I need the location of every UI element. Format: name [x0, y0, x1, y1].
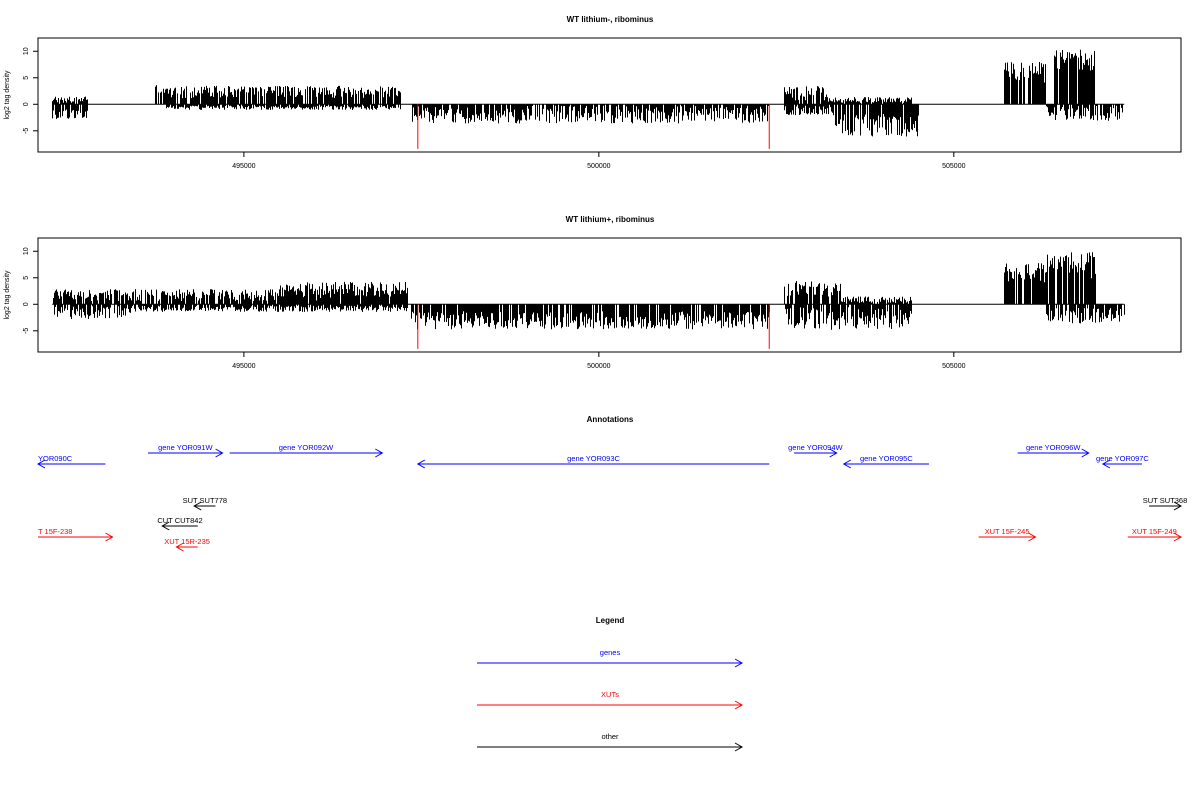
feature-arrow: [1101, 459, 1142, 469]
feature-arrow: [38, 532, 114, 542]
feature-label: XUT 15F-245: [985, 527, 1030, 536]
feature-arrow: [1149, 501, 1183, 511]
feature-arrow: [36, 459, 106, 469]
feature-arrow: [842, 459, 929, 469]
feature-arrows: YOR090C gene YOR091W gene YOR092W gene YOR0…: [36, 443, 1187, 552]
x-tick-label: 505000: [942, 363, 965, 370]
y-axis-label: log2 tag density: [4, 270, 11, 320]
y-tick-label: -5: [23, 328, 30, 334]
feature-arrow: [416, 459, 770, 469]
legend-label: XUTs: [601, 690, 619, 699]
plot-frame: [37, 237, 1182, 353]
annotations-panel: Annotations YOR090C gene YOR091W gene YOR0…: [36, 415, 1187, 552]
legend-arrow: [477, 700, 744, 710]
x-tick-label: 505000: [942, 163, 965, 170]
feature-label: YOR090C: [38, 454, 73, 463]
legend-entries: genes XUTs other: [477, 648, 744, 752]
x-tick-label: 495000: [232, 163, 255, 170]
feature-label: gene YOR091W: [158, 443, 213, 452]
y-tick-label: -5: [23, 128, 30, 134]
feature-label: CUT CUT842: [157, 516, 202, 525]
legend-arrow: [477, 742, 744, 752]
density-bars: [52, 252, 1125, 330]
legend: Legend genes XUTs other: [477, 616, 744, 752]
legend-title: Legend: [596, 616, 625, 625]
panel-lithium-minus: WT lithium-, ribominus log2 tag density …: [4, 15, 1182, 170]
y-tick-label: 0: [23, 102, 30, 106]
y-tick-label: 10: [23, 247, 30, 255]
feature-label: SUT SUT368: [1143, 496, 1187, 505]
feature-label: XUT 15R-235: [164, 537, 210, 546]
density-bars: [52, 49, 1125, 137]
feature-arrow: [1127, 532, 1183, 542]
legend-arrow: [477, 658, 744, 668]
axis-ticks: 10 5 0 -5 495000 500000 505000: [23, 47, 966, 170]
feature-label: gene YOR094W: [788, 443, 843, 452]
panel-title: WT lithium-, ribominus: [567, 15, 654, 24]
red-marks: [417, 104, 770, 149]
y-axis-label: log2 tag density: [4, 70, 11, 120]
feature-label: gene YOR097C: [1096, 454, 1149, 463]
legend-label: genes: [600, 648, 621, 657]
feature-arrow: [229, 448, 384, 458]
panel-lithium-plus: WT lithium+, ribominus log2 tag density …: [4, 215, 1182, 370]
feature-arrow: [794, 448, 838, 458]
feature-arrow: [193, 501, 216, 511]
plot-frame: [37, 37, 1182, 153]
feature-label: gene YOR093C: [567, 454, 620, 463]
feature-label: gene YOR092W: [279, 443, 334, 452]
y-tick-label: 5: [23, 276, 30, 280]
x-tick-label: 495000: [232, 363, 255, 370]
red-marks: [417, 304, 770, 349]
y-tick-label: 0: [23, 302, 30, 306]
x-tick-label: 500000: [587, 163, 610, 170]
annotations-title: Annotations: [587, 415, 634, 424]
feature-label: T 15F-238: [38, 527, 72, 536]
feature-arrow: [175, 542, 198, 552]
y-tick-label: 10: [23, 47, 30, 55]
y-tick-label: 5: [23, 76, 30, 80]
feature-label: gene YOR096W: [1026, 443, 1081, 452]
panel-title: WT lithium+, ribominus: [566, 215, 655, 224]
feature-arrow: [148, 448, 224, 458]
feature-arrow: [161, 521, 198, 531]
feature-label: SUT SUT778: [183, 496, 227, 505]
legend-label: other: [601, 732, 619, 741]
feature-label: XUT 15F-249: [1132, 527, 1177, 536]
feature-arrow: [978, 532, 1037, 542]
feature-label: gene YOR095C: [860, 454, 913, 463]
feature-arrow: [1017, 448, 1090, 458]
axis-ticks: 10 5 0 -5 495000 500000 505000: [23, 247, 966, 370]
x-tick-label: 500000: [587, 363, 610, 370]
